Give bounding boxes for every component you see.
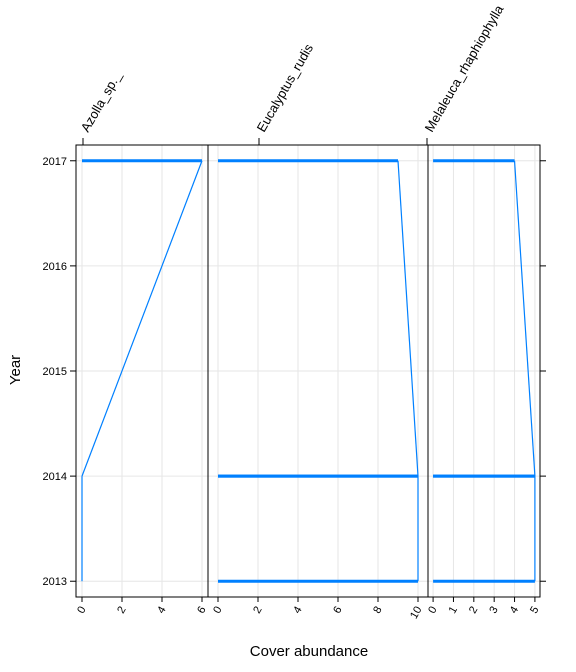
panel-label: Eucalyptus_rudis — [254, 41, 317, 135]
panel-azolla-sp: 0 2 4 6 Azolla_sp._ 2013 2014 2015 2016 2017 — [43, 68, 209, 616]
x-tick-label: 4 — [155, 605, 168, 616]
x-tick-label: 2 — [251, 605, 264, 616]
x-tick-label: 3 — [487, 605, 500, 616]
panel-eucalyptus-rudis: 0 2 4 6 8 10 Eucalyptus_rudis — [207, 41, 429, 622]
panel-melaleuca-rhaphiophylla: 0 1 2 3 4 5 Melaleuca_rhaphiophylla — [422, 2, 546, 616]
x-tick-label: 0 — [426, 605, 439, 616]
x-tick-label: 6 — [331, 605, 344, 616]
y-tick-label: 2015 — [43, 366, 67, 378]
x-tick-label: 2 — [115, 605, 128, 616]
x-tick-label: 6 — [195, 605, 208, 616]
x-tick-label: 0 — [75, 605, 88, 616]
x-axis-title: Cover abundance — [250, 643, 368, 660]
x-tick-label: 2 — [467, 605, 480, 616]
y-tick-label: 2013 — [43, 576, 67, 588]
x-tick-label: 0 — [211, 605, 224, 616]
y-tick-label: 2017 — [43, 156, 67, 168]
y-tick-label: 2016 — [43, 261, 67, 273]
y-axis-title: Year — [7, 355, 24, 385]
x-tick-label: 10 — [408, 605, 425, 622]
series-segment — [513, 160, 536, 477]
x-tick-label: 4 — [291, 605, 304, 616]
y-tick-label: 2014 — [43, 471, 67, 483]
panel-label: Azolla_sp._ — [78, 68, 125, 134]
x-tick-label: 4 — [508, 605, 521, 616]
x-tick-label: 1 — [447, 605, 460, 616]
x-tick-label: 5 — [528, 605, 541, 616]
x-tick-label: 8 — [371, 605, 384, 616]
series-segment — [81, 160, 203, 477]
panel-label: Melaleuca_rhaphiophylla — [422, 2, 507, 135]
series-segment — [397, 160, 419, 477]
